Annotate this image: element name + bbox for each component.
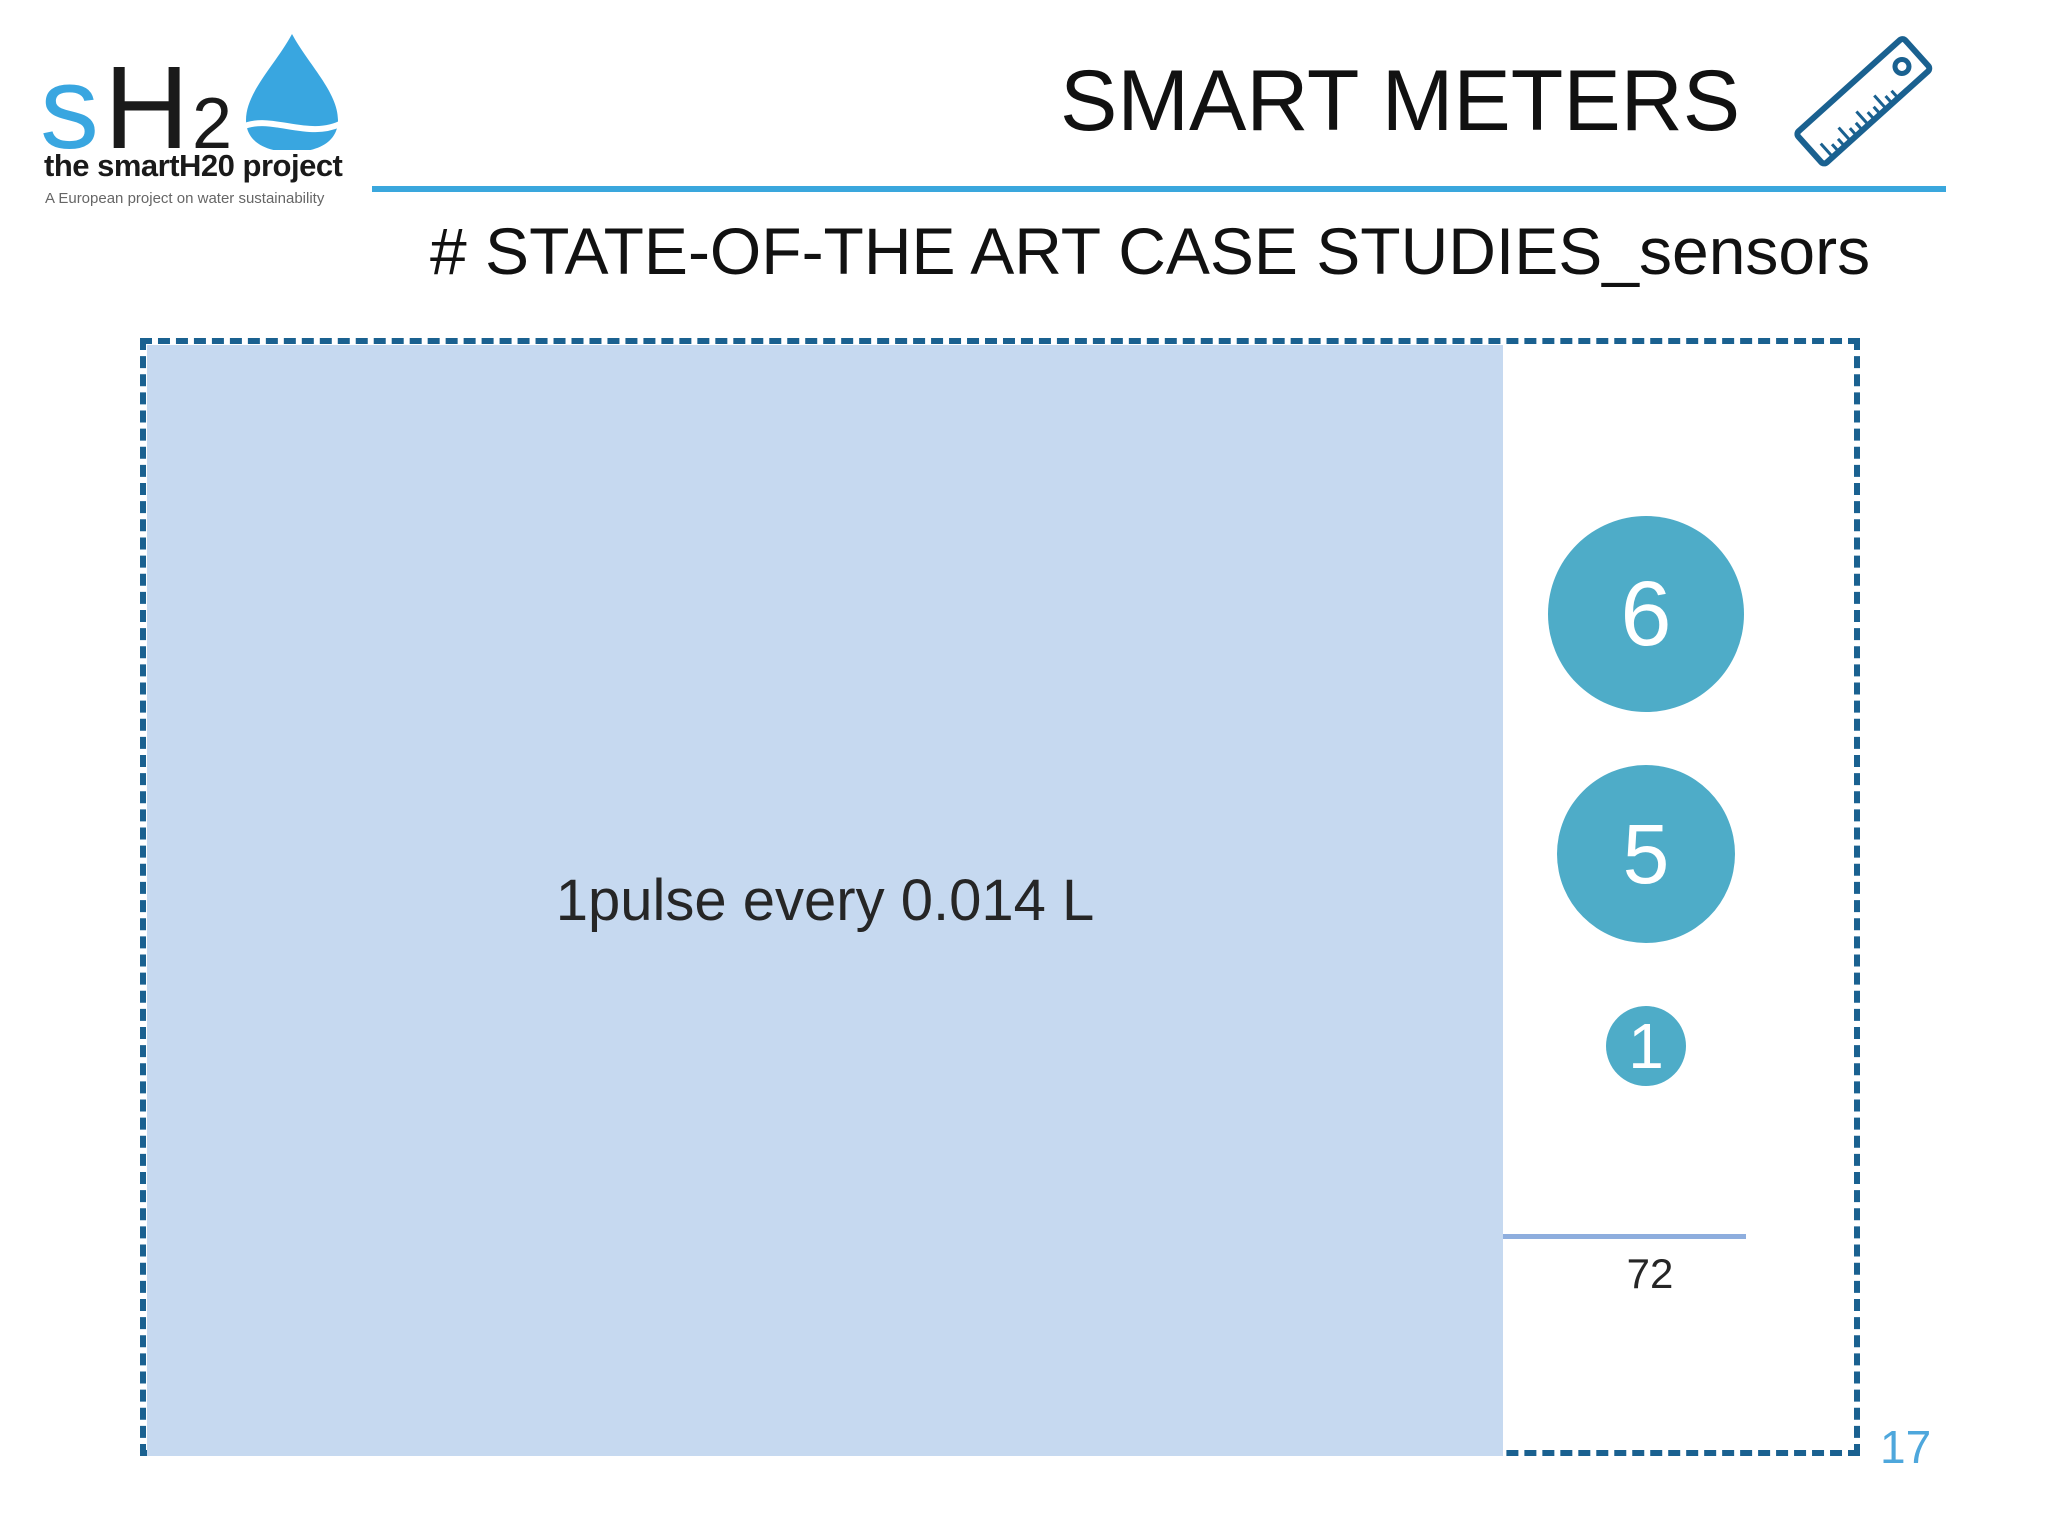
axis-label: 72 [1626, 1250, 1674, 1297]
logo-letter-s: s [40, 42, 99, 150]
ruler-icon [1794, 36, 1933, 167]
logo-subscript-2: 2 [192, 84, 232, 150]
logo-letter-h: H [104, 42, 189, 150]
bubble-1: 1 [1606, 1006, 1686, 1086]
logo: s H 2 the smartH20 project A European pr… [40, 30, 350, 220]
page-number: 17 [1880, 1421, 1932, 1473]
callout-box: 1pulse every 0.014 L [147, 345, 1503, 1456]
logo-tagline: A European project on water sustainabili… [45, 190, 325, 207]
bubble-6: 6 [1548, 516, 1744, 712]
slide-subtitle: # STATE-OF-THE ART CASE STUDIES_sensors [430, 214, 1871, 288]
water-drop-icon [246, 34, 338, 150]
logo-name: the smartH20 project [44, 148, 343, 183]
axis-line [1503, 1234, 1746, 1239]
callout-text: 1pulse every 0.014 L [555, 868, 1095, 933]
header-divider [372, 186, 1946, 192]
smarth2o-logo-mark: s H 2 [40, 34, 346, 150]
slide-title: SMART METERS [1060, 53, 1741, 149]
bubble-5: 5 [1557, 765, 1735, 943]
